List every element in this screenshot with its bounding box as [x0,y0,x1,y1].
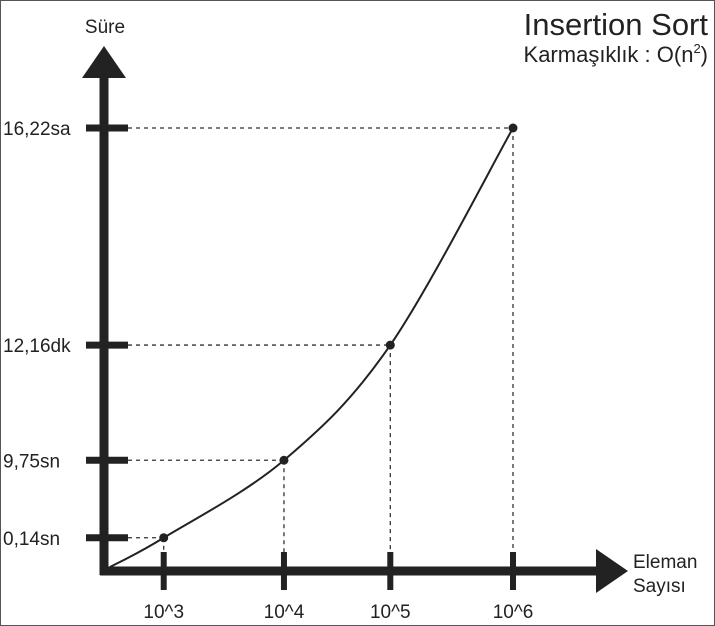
data-point-10^6 [508,123,518,133]
data-point-10^4 [279,455,289,465]
data-point-10^3 [159,533,169,543]
y-tick-label-2: 9,75sn [3,451,60,472]
y-tick-label-1: 0,14sn [3,529,60,550]
x-tick-label-3: 10^5 [370,602,411,623]
data-point-10^5 [385,340,395,350]
x-tick-label-1: 10^3 [143,602,184,623]
chart-subtitle: Karmaşıklık : O(n2) [524,41,708,67]
x-tick-label-2: 10^4 [264,602,305,623]
subtitle-prefix: Karmaşıklık : O(n [524,42,694,67]
chart-title: Insertion Sort [524,7,709,42]
subtitle-suffix: ) [701,42,708,67]
subtitle-superscript: 2 [693,41,700,56]
y-tick-label-4: 16,22sa [3,119,71,140]
y-axis-arrow-icon [82,46,126,78]
y-tick-label-3: 12,16dk [3,336,71,357]
x-axis-label-line-1: Eleman [633,552,697,573]
x-axis-arrow-icon [596,549,628,593]
x-tick-label-4: 10^6 [493,602,534,623]
y-axis-label: Süre [85,17,125,38]
series-curve [109,127,514,568]
x-axis-label-line-2: Sayısı [633,576,686,597]
